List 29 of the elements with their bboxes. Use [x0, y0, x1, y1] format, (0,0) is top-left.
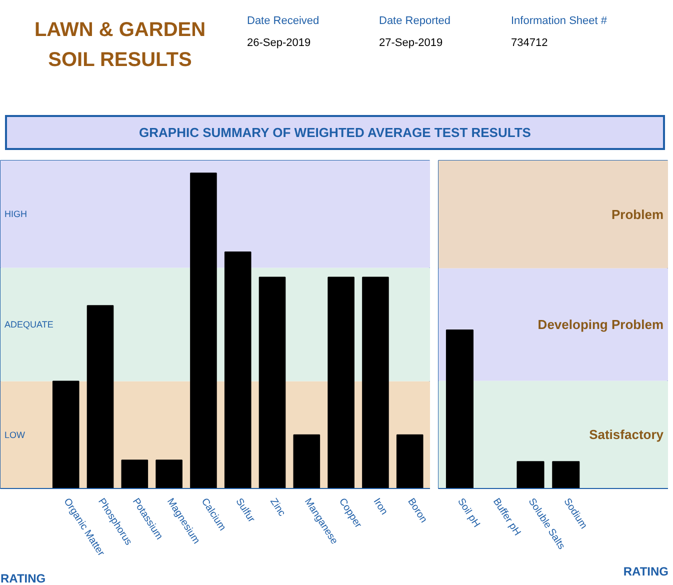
bar	[156, 460, 182, 488]
text: Information Sheet #	[511, 15, 608, 27]
bar	[362, 276, 389, 488]
bar	[258, 276, 286, 488]
chart-title: LAWN & GARDEN SOIL RESULTS	[33, 18, 207, 73]
band-label: Developing Problem	[538, 317, 664, 332]
bar	[224, 251, 252, 488]
text: Date Received	[247, 15, 320, 27]
bar	[190, 172, 217, 488]
bar	[86, 305, 114, 488]
x-tick-label: Iron	[370, 496, 390, 517]
bar	[121, 460, 148, 488]
text: 27-Sep-2019	[379, 37, 444, 49]
chart-subtitle: GRAPHIC SUMMARY OF WEIGHTED AVERAGE TEST RESULTS	[5, 115, 665, 150]
bar	[52, 380, 80, 488]
band-label: Satisfactory	[589, 427, 664, 442]
x-tick-label: Soil pH	[455, 496, 482, 530]
band-label: Problem	[611, 206, 664, 222]
band-label: ADEQUATE	[4, 320, 54, 330]
band-label: HIGH	[4, 209, 27, 220]
x-axis-title: RATING	[0, 572, 46, 585]
bar	[396, 434, 424, 488]
x-axis-title: RATING	[623, 564, 669, 578]
bar	[293, 434, 320, 488]
band-label: LOW	[4, 430, 26, 440]
text: Date Reported	[379, 15, 452, 27]
text: 26-Sep-2019	[247, 37, 312, 49]
bar	[328, 276, 354, 488]
text: 734712	[511, 37, 549, 49]
